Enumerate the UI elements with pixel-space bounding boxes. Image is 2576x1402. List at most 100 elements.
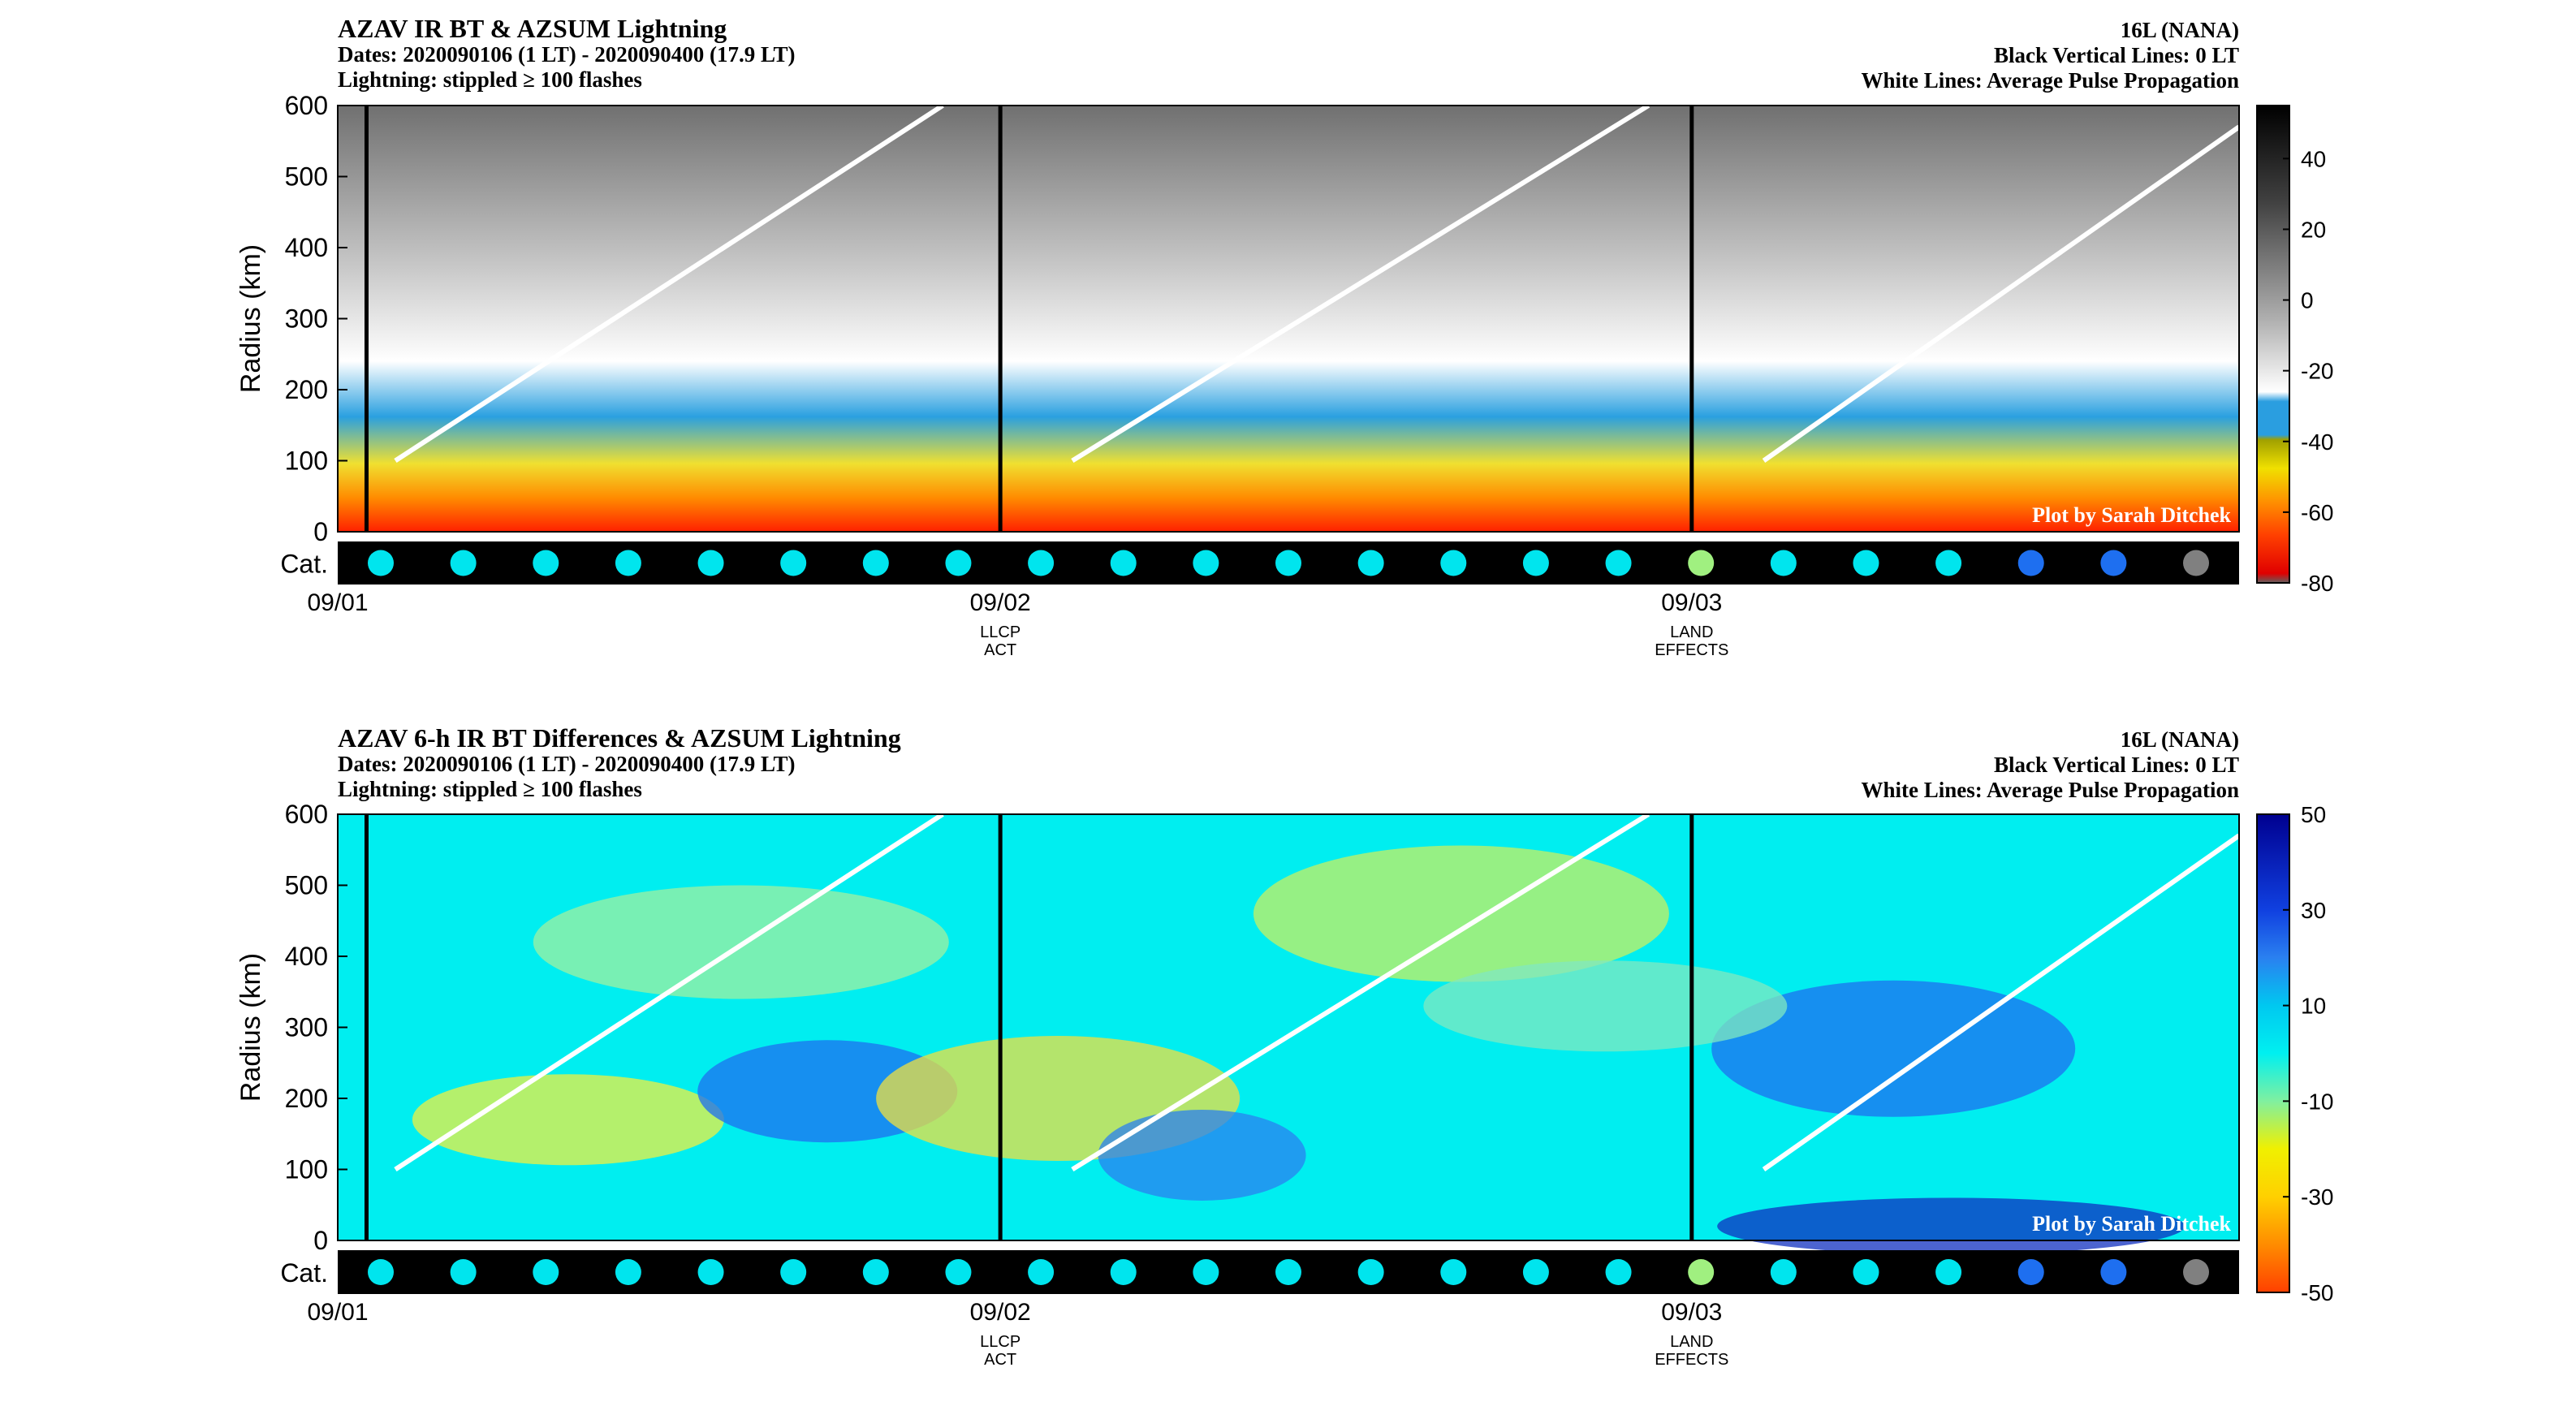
colorbar-tick-label: 50 bbox=[2301, 802, 2326, 827]
category-dot bbox=[1853, 550, 1879, 576]
chart-annotation-right: White Lines: Average Pulse Propagation bbox=[1862, 778, 2239, 802]
colorbar-tick-label: 20 bbox=[2301, 217, 2326, 242]
category-dot bbox=[1440, 550, 1467, 576]
chart-annotation-right: Black Vertical Lines: 0 LT bbox=[1994, 753, 2239, 777]
x-tick-label: 09/03 bbox=[1661, 1299, 1722, 1326]
difference-anomaly-9 bbox=[1423, 960, 1788, 1052]
chart-title: AZAV IR BT & AZSUM Lightning bbox=[338, 14, 727, 43]
category-dot bbox=[1522, 550, 1549, 576]
y-axis-label: Radius (km) bbox=[235, 244, 266, 393]
credit-text: Plot by Sarah Ditchek bbox=[2032, 1212, 2231, 1236]
category-dot bbox=[533, 550, 559, 576]
colorbar-tick-label: -20 bbox=[2301, 359, 2333, 384]
colorbar bbox=[2256, 105, 2290, 584]
chart-subtitle: Dates: 2020090106 (1 LT) - 2020090400 (1… bbox=[338, 42, 796, 67]
y-tick-label: 100 bbox=[285, 446, 328, 476]
y-tick-label: 200 bbox=[285, 1084, 328, 1113]
category-label: Cat. bbox=[280, 1258, 328, 1288]
colorbar-tick-label: 0 bbox=[2301, 288, 2314, 313]
category-dot bbox=[2017, 1259, 2044, 1285]
category-dot bbox=[1193, 550, 1219, 576]
category-dot bbox=[1193, 1259, 1219, 1285]
colorbar-tick-label: -50 bbox=[2301, 1280, 2333, 1305]
category-dot bbox=[1110, 550, 1137, 576]
y-tick-label: 100 bbox=[285, 1155, 328, 1184]
category-dot bbox=[945, 550, 972, 576]
pulse-propagation-line-1 bbox=[394, 812, 944, 1172]
category-dot bbox=[533, 1259, 559, 1285]
y-tick-label: 500 bbox=[285, 162, 328, 192]
category-dot bbox=[450, 1259, 477, 1285]
category-dot bbox=[1110, 1259, 1137, 1285]
category-dot bbox=[1770, 1259, 1797, 1285]
chart-subtitle: Lightning: stippled ≥ 100 flashes bbox=[338, 777, 642, 801]
category-dot bbox=[697, 550, 724, 576]
category-dot bbox=[1688, 550, 1715, 576]
colorbar-tick-label: 10 bbox=[2301, 994, 2326, 1019]
colorbar bbox=[2256, 813, 2290, 1293]
category-dot bbox=[2100, 1259, 2127, 1285]
category-dot bbox=[1357, 1259, 1384, 1285]
y-tick-label: 300 bbox=[285, 304, 328, 334]
x-tick-label: 09/02 bbox=[970, 589, 1031, 616]
y-tick-label: 600 bbox=[285, 91, 328, 120]
category-dot bbox=[862, 1259, 889, 1285]
category-dot bbox=[2100, 550, 2127, 576]
category-dot bbox=[1522, 1259, 1549, 1285]
category-dot bbox=[450, 550, 477, 576]
pulse-propagation-line-1 bbox=[394, 103, 944, 464]
x-tick-note: EFFECTS bbox=[1655, 1351, 1728, 1369]
category-dot bbox=[697, 1259, 724, 1285]
x-tick-label: 09/01 bbox=[307, 1299, 368, 1326]
chart-subtitle: Lightning: stippled ≥ 100 flashes bbox=[338, 67, 642, 92]
chart-annotation-right: 16L (NANA) bbox=[2121, 727, 2239, 752]
category-dot bbox=[1605, 1259, 1632, 1285]
x-tick-label: 09/01 bbox=[307, 589, 368, 616]
chart-panel-2: Plot by Sarah Ditchek6005004003002001000… bbox=[235, 723, 2333, 1369]
pulse-propagation-line-2 bbox=[1071, 812, 1650, 1172]
colorbar-tick-label: -30 bbox=[2301, 1184, 2333, 1210]
colorbar-tick-label: -10 bbox=[2301, 1089, 2333, 1114]
x-tick-label: 09/02 bbox=[970, 1299, 1031, 1326]
category-dot bbox=[1853, 1259, 1879, 1285]
difference-anomaly-4 bbox=[1098, 1110, 1306, 1201]
difference-anomaly-1 bbox=[412, 1074, 724, 1166]
chart-subtitle: Dates: 2020090106 (1 LT) - 2020090400 (1… bbox=[338, 752, 796, 776]
category-dot bbox=[368, 550, 394, 576]
difference-anomaly-8 bbox=[533, 885, 949, 999]
colorbar-tick-label: -40 bbox=[2301, 429, 2333, 455]
category-dot bbox=[368, 1259, 394, 1285]
chart-title: AZAV 6-h IR BT Differences & AZSUM Light… bbox=[338, 723, 901, 753]
chart-annotation-right: White Lines: Average Pulse Propagation bbox=[1862, 68, 2239, 93]
x-tick-note: LLCP bbox=[980, 1333, 1020, 1351]
colorbar-tick-label: 30 bbox=[2301, 898, 2326, 923]
category-dot bbox=[1440, 1259, 1467, 1285]
colorbar-tick-label: 40 bbox=[2301, 146, 2326, 171]
chart-panel-1: Plot by Sarah Ditchek6005004003002001000… bbox=[235, 14, 2333, 659]
x-tick-note: LLCP bbox=[980, 623, 1020, 641]
category-dot bbox=[2183, 550, 2209, 576]
x-tick-note: ACT bbox=[984, 1351, 1016, 1369]
category-dot bbox=[615, 550, 641, 576]
category-dot bbox=[1028, 550, 1055, 576]
category-dot bbox=[1935, 550, 1962, 576]
colorbar-tick-label: -60 bbox=[2301, 500, 2333, 525]
category-dot bbox=[780, 550, 807, 576]
y-tick-label: 600 bbox=[285, 800, 328, 829]
category-dot bbox=[780, 1259, 807, 1285]
y-tick-label: 0 bbox=[313, 517, 328, 546]
difference-anomaly-5 bbox=[1253, 845, 1669, 982]
y-tick-label: 400 bbox=[285, 233, 328, 262]
credit-text: Plot by Sarah Ditchek bbox=[2032, 503, 2231, 527]
chart-annotation-right: 16L (NANA) bbox=[2121, 18, 2239, 42]
x-tick-note: LAND bbox=[1670, 1333, 1713, 1351]
x-tick-label: 09/03 bbox=[1661, 589, 1722, 616]
category-dot bbox=[1935, 1259, 1962, 1285]
category-label: Cat. bbox=[280, 550, 328, 579]
category-dot bbox=[615, 1259, 641, 1285]
y-tick-label: 400 bbox=[285, 942, 328, 971]
pulse-propagation-line-3 bbox=[1762, 833, 2241, 1171]
category-dot bbox=[1688, 1259, 1715, 1285]
category-dot bbox=[945, 1259, 972, 1285]
